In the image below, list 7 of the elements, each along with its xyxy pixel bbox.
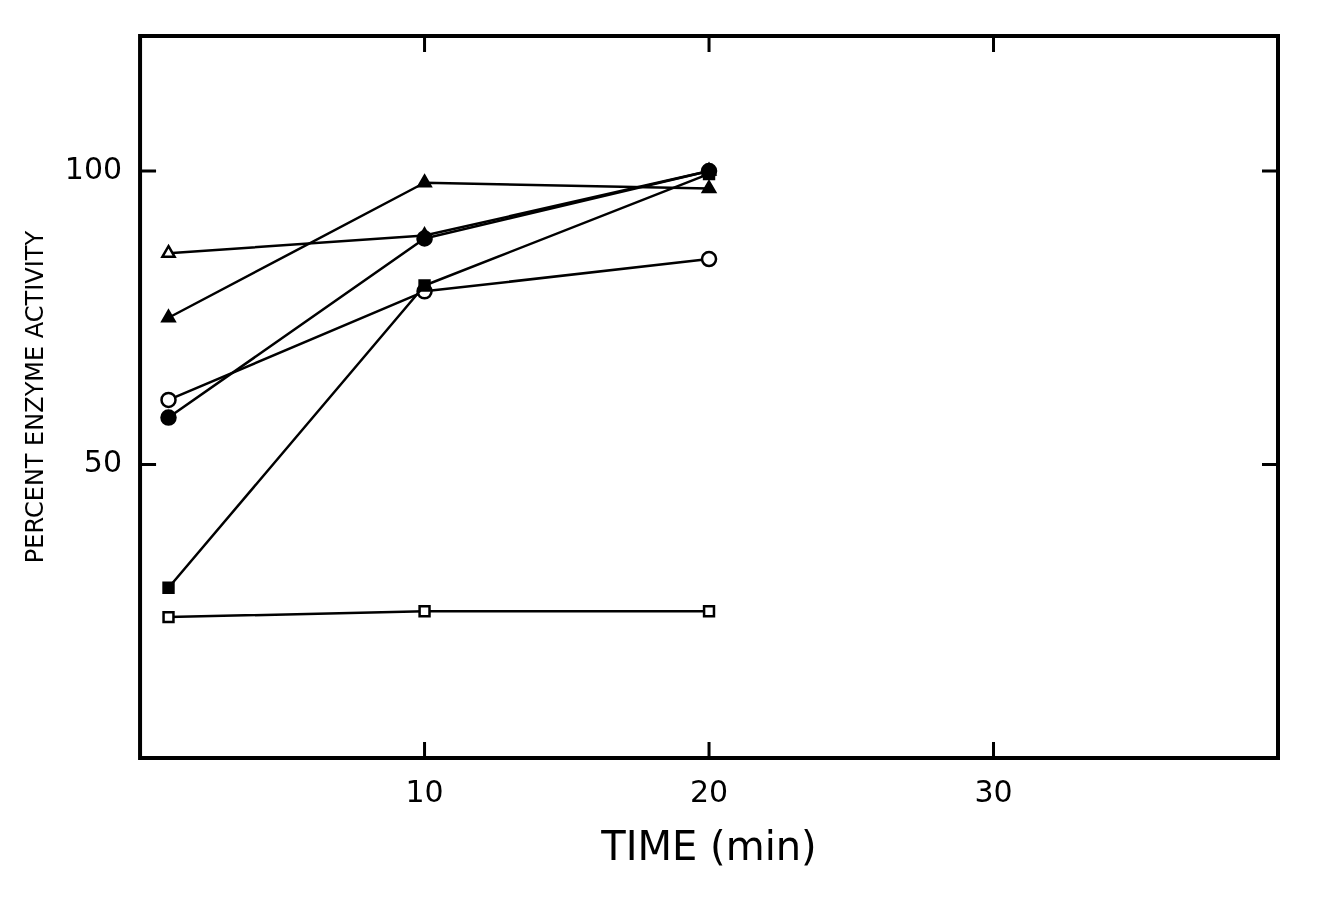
y-axis-title: PERCENT ENZYME ACTIVITY (20, 230, 49, 564)
y-tick-label: 50 (83, 444, 123, 480)
x-tick-label: 10 (405, 773, 444, 809)
x-tick-label: 30 (974, 773, 1013, 809)
x-tick-label: 20 (689, 773, 729, 809)
y-tick-label: 100 (64, 150, 123, 186)
x-axis-title: TIME (min) (600, 823, 817, 870)
